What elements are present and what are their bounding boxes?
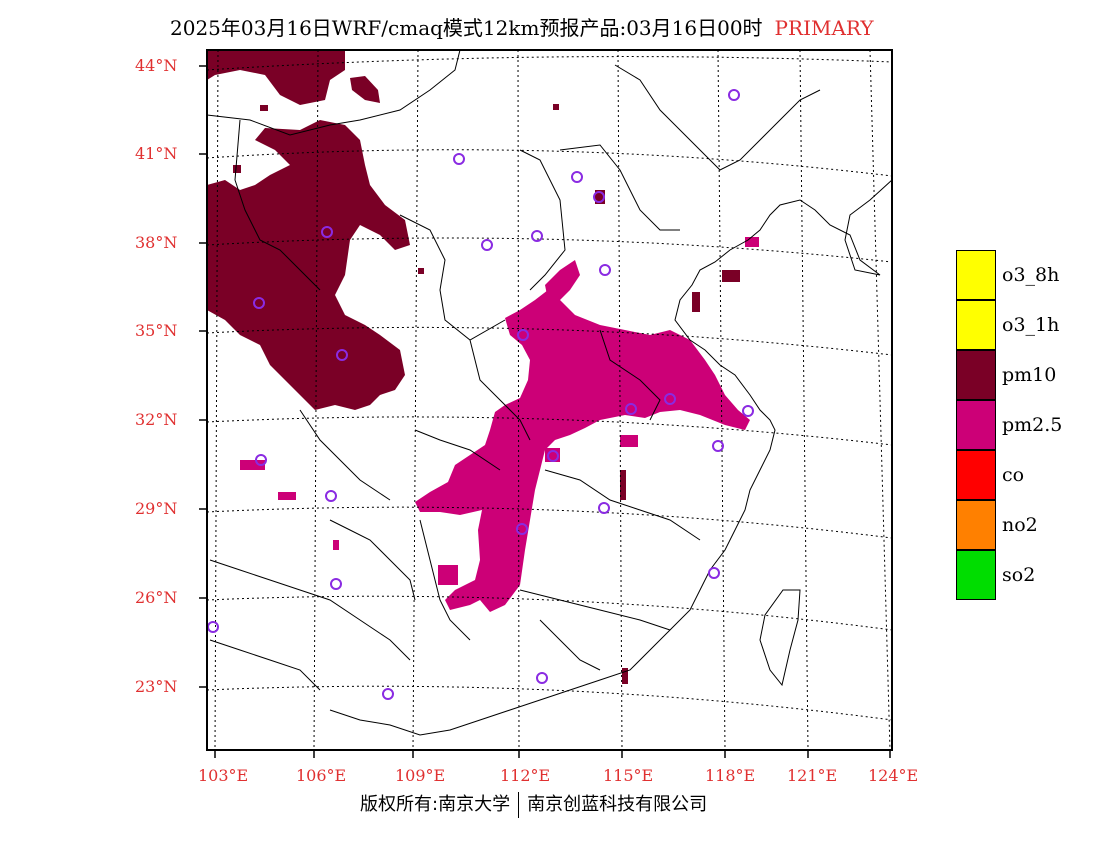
station-marker — [625, 403, 637, 415]
pm10-region-northeast — [350, 76, 380, 103]
pollutant-layer — [207, 50, 759, 684]
pm10-patch — [620, 470, 626, 500]
pm25-patch — [278, 492, 296, 500]
legend-label-no2: no2 — [1002, 514, 1038, 536]
boundaries — [207, 50, 892, 736]
station-marker — [382, 688, 394, 700]
lat-label: 38°N — [135, 233, 178, 252]
station-marker — [742, 405, 754, 417]
station-marker — [536, 672, 548, 684]
pm10-region-north — [207, 50, 345, 105]
copyright-footer: 版权所有:南京大学 南京创蓝科技有限公司 — [360, 790, 707, 818]
pm10-patch — [722, 270, 740, 282]
station-marker — [728, 89, 740, 101]
station-marker — [516, 523, 528, 535]
station-marker — [453, 153, 465, 165]
map-title: 2025年03月16日WRF/cmaq模式12km预报产品:03月16日00时 P… — [170, 12, 874, 41]
coastline — [329, 179, 892, 736]
pm10-patch — [595, 190, 605, 204]
taiwan — [759, 589, 801, 687]
axis-ticks — [199, 65, 891, 758]
pm25-patch — [333, 540, 339, 550]
map-title-main: 2025年03月16日WRF/cmaq模式12km预报产品:03月16日00时 — [170, 16, 763, 40]
station-marker — [571, 171, 583, 183]
legend-label-o3-1h: o3_1h — [1002, 314, 1060, 336]
lat-label: 35°N — [135, 321, 178, 340]
pm25-region-main — [415, 290, 750, 612]
station-marker — [336, 349, 348, 361]
pm25-patch — [620, 435, 638, 447]
pm10-region-main — [207, 120, 410, 410]
station-marker — [253, 297, 265, 309]
station-markers — [207, 89, 754, 700]
lon-label: 109°E — [395, 766, 446, 785]
legend-swatch-no2 — [956, 500, 996, 550]
legend-label-so2: so2 — [1002, 564, 1036, 586]
lon-label: 112°E — [500, 766, 551, 785]
lat-label: 23°N — [135, 677, 178, 696]
legend-label-pm25: pm2.5 — [1002, 414, 1063, 436]
lon-label: 118°E — [705, 766, 756, 785]
station-marker — [708, 567, 720, 579]
lon-label: 115°E — [603, 766, 654, 785]
map-frame — [206, 49, 893, 751]
station-marker — [547, 450, 559, 462]
lat-label: 41°N — [135, 144, 178, 163]
pm10-patch — [418, 268, 424, 274]
station-marker — [593, 191, 605, 203]
map-title-highlight: PRIMARY — [774, 16, 874, 40]
pm25-region-north — [545, 260, 580, 300]
legend-swatch-co — [956, 450, 996, 500]
pm10-patch — [692, 292, 700, 312]
legend-label-pm10: pm10 — [1002, 364, 1057, 386]
lon-label: 103°E — [198, 766, 249, 785]
pm25-patch — [745, 237, 759, 247]
station-marker — [664, 393, 676, 405]
lon-label: 124°E — [868, 766, 919, 785]
station-marker — [481, 239, 493, 251]
legend-swatch-o3-8h — [956, 250, 996, 300]
legend-swatch-o3-1h — [956, 300, 996, 350]
station-marker — [255, 454, 267, 466]
station-marker — [330, 578, 342, 590]
pm10-patch — [233, 165, 241, 173]
graticule — [207, 50, 892, 750]
station-marker — [531, 230, 543, 242]
legend-swatch-pm25 — [956, 400, 996, 450]
station-marker — [598, 502, 610, 514]
station-marker — [712, 440, 724, 452]
lat-label: 44°N — [135, 56, 178, 75]
lon-label: 106°E — [296, 766, 347, 785]
province-borders — [207, 50, 821, 691]
lon-label: 121°E — [787, 766, 838, 785]
station-marker — [325, 490, 337, 502]
pm25-patch — [438, 565, 458, 585]
station-marker — [321, 226, 333, 238]
pm25-patch — [240, 460, 265, 470]
pm10-patch — [553, 104, 559, 110]
legend-swatch-pm10 — [956, 350, 996, 400]
legend-label-co: co — [1002, 464, 1025, 486]
lat-label: 32°N — [135, 410, 178, 429]
station-marker — [207, 621, 219, 633]
lat-label: 26°N — [135, 588, 178, 607]
copyright-right: 南京创蓝科技有限公司 — [527, 794, 708, 815]
pm10-patch — [260, 105, 268, 111]
lat-label: 29°N — [135, 499, 178, 518]
station-marker — [599, 264, 611, 276]
copyright-left: 版权所有:南京大学 — [360, 794, 511, 815]
station-marker — [517, 329, 529, 341]
legend-label-o3-8h: o3_8h — [1002, 264, 1060, 286]
legend-swatch-so2 — [956, 550, 996, 600]
pm10-patch — [622, 668, 628, 684]
footer-divider — [518, 792, 520, 818]
